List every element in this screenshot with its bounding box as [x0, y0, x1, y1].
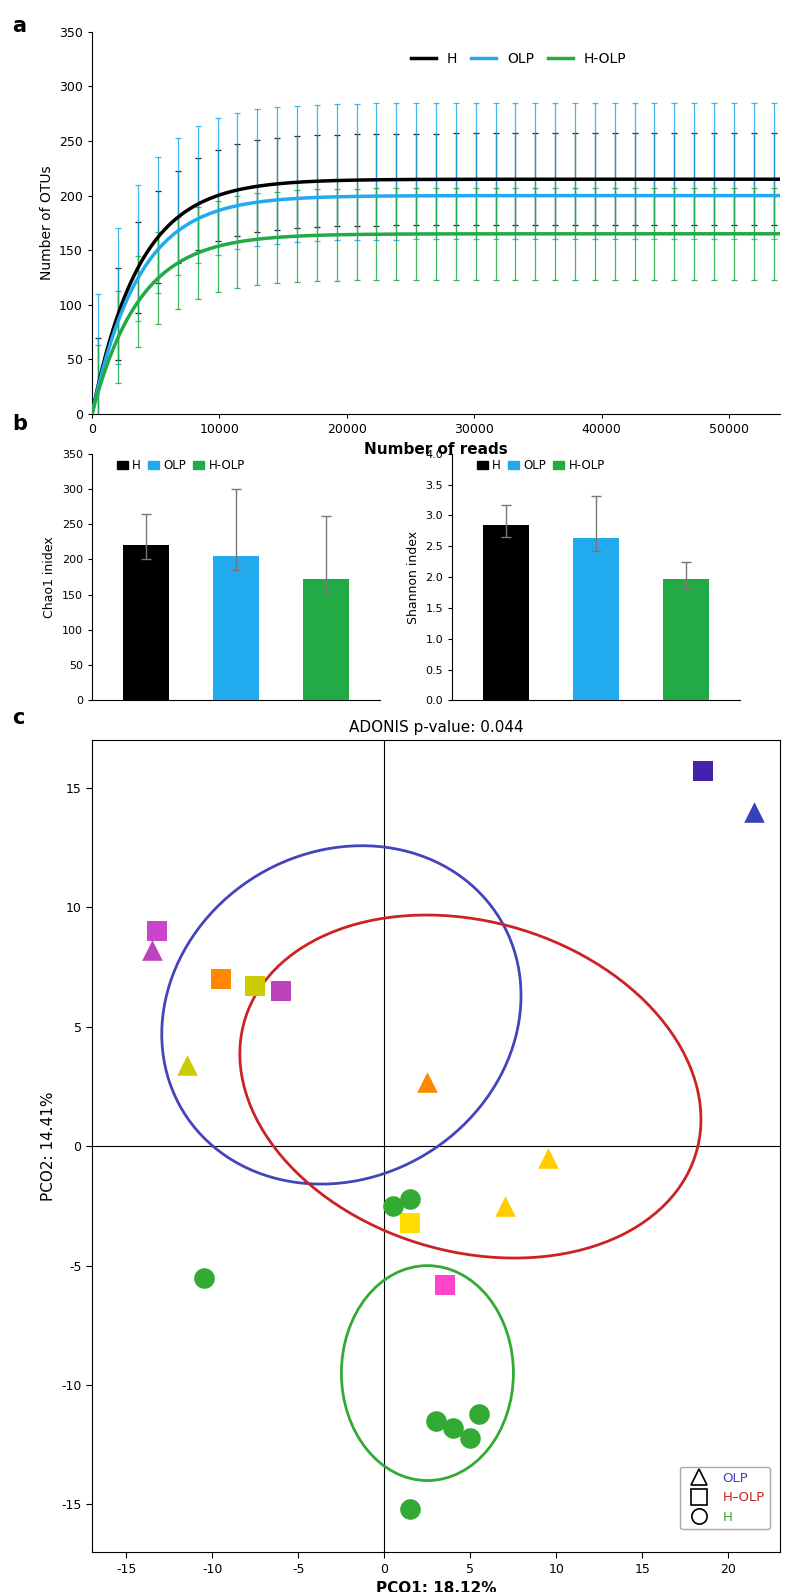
OLP	[209, 202, 218, 221]
OLP	[546, 186, 556, 205]
H-OLP	[209, 237, 218, 256]
H	[398, 170, 408, 189]
Bar	[573, 538, 619, 700]
Point	[151, 919, 164, 944]
Bar	[122, 546, 170, 700]
Y-axis label: Number of OTUs: Number of OTUs	[39, 166, 54, 280]
H	[87, 404, 97, 423]
H-OLP	[775, 224, 785, 244]
Point	[404, 1496, 417, 1522]
H-OLP	[493, 224, 502, 244]
H-OLP	[546, 224, 556, 244]
H	[775, 170, 785, 189]
Bar	[213, 556, 259, 700]
Point	[146, 938, 158, 963]
Bar	[302, 579, 350, 700]
Point	[464, 1425, 477, 1450]
Line: H: H	[92, 180, 780, 414]
H	[606, 170, 615, 189]
Point	[748, 799, 761, 825]
Title: ADONIS p-value: 0.044: ADONIS p-value: 0.044	[349, 720, 523, 736]
OLP	[493, 186, 502, 205]
Point	[404, 1186, 417, 1212]
X-axis label: PCO1: 18.12%: PCO1: 18.12%	[376, 1581, 496, 1592]
H	[264, 175, 274, 194]
OLP	[606, 186, 615, 205]
Legend: OLP, H–OLP, H: OLP, H–OLP, H	[680, 1466, 770, 1530]
OLP	[87, 404, 97, 423]
OLP	[775, 186, 785, 205]
Y-axis label: Shannon index: Shannon index	[406, 530, 420, 624]
H	[493, 170, 502, 189]
Point	[430, 1407, 442, 1433]
Point	[542, 1146, 554, 1172]
H-OLP	[398, 224, 408, 244]
Point	[180, 1052, 193, 1078]
Legend: H, OLP, H-OLP: H, OLP, H-OLP	[472, 455, 610, 478]
Point	[249, 973, 262, 1000]
OLP	[398, 186, 408, 205]
Y-axis label: Chao1 inidex: Chao1 inidex	[43, 537, 56, 618]
H-OLP	[606, 224, 615, 244]
X-axis label: Number of reads: Number of reads	[364, 441, 508, 457]
Point	[386, 1194, 399, 1219]
Point	[421, 1070, 434, 1095]
H-OLP	[87, 404, 97, 423]
Point	[438, 1272, 451, 1297]
Bar	[482, 525, 530, 700]
Point	[696, 758, 709, 783]
Point	[275, 977, 288, 1005]
Y-axis label: PCO2: 14.41%: PCO2: 14.41%	[41, 1092, 56, 1200]
Legend: H, OLP, H-OLP: H, OLP, H-OLP	[405, 46, 632, 72]
Point	[198, 1264, 210, 1290]
Line: OLP: OLP	[92, 196, 780, 414]
OLP	[264, 191, 274, 210]
Line: H-OLP: H-OLP	[92, 234, 780, 414]
Text: b: b	[12, 414, 27, 435]
Point	[498, 1194, 511, 1219]
H-OLP	[264, 229, 274, 248]
Point	[447, 1415, 460, 1441]
Bar	[662, 579, 710, 700]
Point	[404, 1210, 417, 1235]
Text: a: a	[12, 16, 26, 37]
Legend: H, OLP, H-OLP: H, OLP, H-OLP	[112, 455, 250, 478]
Point	[214, 966, 227, 992]
H	[209, 188, 218, 207]
Text: c: c	[12, 708, 24, 729]
H	[546, 170, 556, 189]
Point	[473, 1401, 486, 1426]
